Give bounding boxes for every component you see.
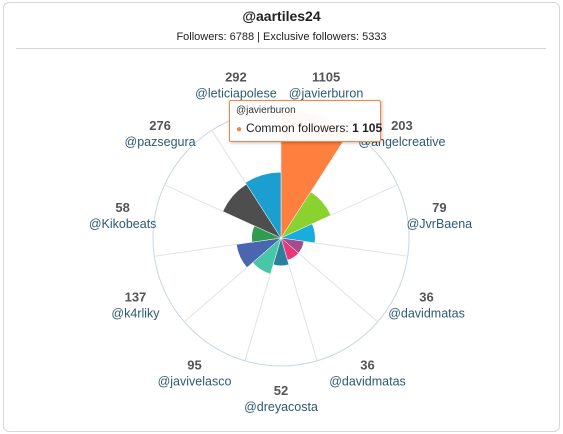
value-label-3: 79 bbox=[432, 200, 446, 215]
polar-bar-3[interactable] bbox=[280, 223, 316, 244]
value-label-9: 58 bbox=[115, 200, 129, 215]
value-label-4: 36 bbox=[419, 289, 433, 304]
value-label-6: 52 bbox=[274, 383, 288, 398]
polar-bar-11[interactable] bbox=[245, 171, 282, 239]
category-label-6[interactable]: @dreyacosta bbox=[244, 400, 318, 414]
polar-bar-2[interactable] bbox=[280, 191, 332, 239]
tooltip-label: Common followers: bbox=[246, 121, 349, 135]
tooltip: @javierburon ● Common followers: 1 105 bbox=[229, 100, 382, 142]
category-label-1[interactable]: @javierburon bbox=[289, 86, 364, 100]
value-label-11: 292 bbox=[225, 69, 247, 84]
tooltip-line: ● Common followers: 1 105 bbox=[236, 121, 382, 135]
polar-bar-8[interactable] bbox=[236, 237, 282, 268]
category-label-9[interactable]: @Kikobeats bbox=[89, 217, 157, 231]
value-label-2: 203 bbox=[391, 118, 413, 133]
category-label-4[interactable]: @davidmatas bbox=[388, 306, 465, 320]
value-label-7: 95 bbox=[187, 358, 201, 373]
tooltip-dot-icon: ● bbox=[236, 124, 243, 135]
value-label-10: 276 bbox=[149, 118, 171, 133]
value-label-5: 36 bbox=[360, 358, 374, 373]
tooltip-value: 1 105 bbox=[352, 121, 383, 135]
category-label-10[interactable]: @pazsegura bbox=[125, 135, 196, 149]
category-label-11[interactable]: @leticiapolese bbox=[195, 86, 277, 100]
category-label-8[interactable]: @k4rliky bbox=[111, 306, 160, 320]
value-label-8: 137 bbox=[125, 289, 147, 304]
category-label-7[interactable]: @javivelasco bbox=[158, 375, 232, 389]
chart-title: @aartiles24 bbox=[242, 8, 321, 24]
header-divider bbox=[16, 48, 546, 49]
value-label-1: 1105 bbox=[312, 69, 340, 84]
tooltip-user: @javierburon bbox=[236, 105, 296, 116]
category-label-5[interactable]: @davidmatas bbox=[329, 375, 406, 389]
category-label-3[interactable]: @JvrBaena bbox=[407, 217, 473, 231]
chart-subtitle: Followers: 6788 | Exclusive followers: 5… bbox=[176, 31, 387, 43]
